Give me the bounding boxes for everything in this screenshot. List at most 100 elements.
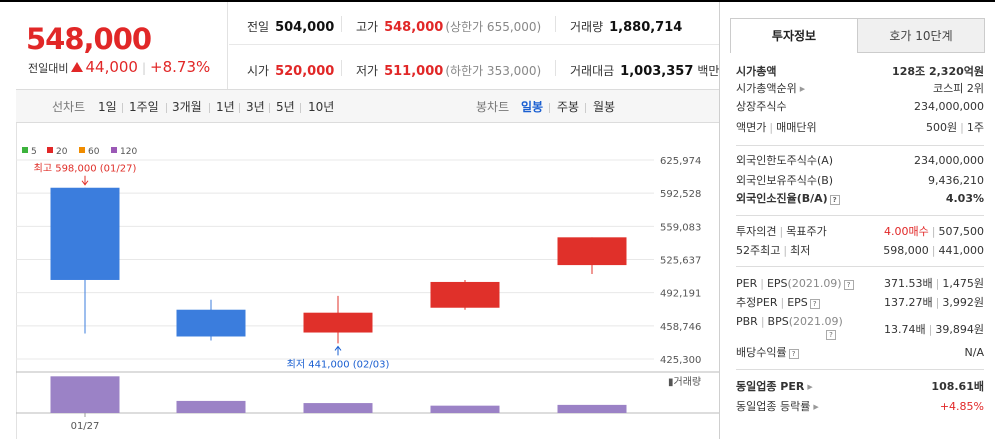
quote-trade-value: 거래대금 1,003,357 백만 bbox=[570, 64, 720, 79]
panel-tabs: 투자정보 호가 10단계 bbox=[730, 18, 985, 53]
y-tick-label: 525,637 bbox=[660, 256, 701, 267]
chart-left-border bbox=[16, 123, 17, 439]
top-border bbox=[0, 0, 995, 2]
row-foreign-limit: 외국인한도주식수(A) 234,000,000 bbox=[736, 154, 984, 167]
legend-label: 20 bbox=[56, 147, 68, 157]
row-per-eps: PER | EPS(2021.09)? 371.53배 | 1,475원 bbox=[736, 277, 984, 290]
help-icon[interactable]: ? bbox=[829, 195, 840, 205]
quote-prev-close: 전일 504,000 bbox=[247, 20, 335, 35]
candle-monthly[interactable]: 월봉 bbox=[593, 100, 616, 114]
period-1d[interactable]: 1일 bbox=[98, 100, 117, 114]
row-market-cap: 시가총액 128조 2,320억원 bbox=[736, 65, 984, 78]
quote-volume: 거래량 1,880,714 bbox=[570, 20, 683, 35]
row-52week: 52주최고 | 최저 598,000 | 441,000 bbox=[736, 244, 984, 257]
price-change: 전일대비 44,000 | +8.73% bbox=[28, 58, 210, 76]
volume-bar bbox=[176, 400, 246, 413]
divider bbox=[239, 103, 240, 113]
row-foreign-holdings: 외국인보유주식수(B) 9,436,210 bbox=[736, 174, 984, 187]
row-pbr-bps: PBR | BPS(2021.09) ? 13.74배 | 39,894원 bbox=[736, 315, 984, 340]
divider: | bbox=[141, 61, 147, 75]
period-3m[interactable]: 3개월 bbox=[172, 100, 202, 114]
volume-label: ▮거래량 bbox=[668, 376, 701, 388]
divider bbox=[736, 369, 984, 370]
current-price: 548,000 bbox=[26, 22, 152, 56]
help-icon[interactable]: ? bbox=[788, 349, 799, 359]
y-tick-label: 458,746 bbox=[660, 322, 701, 333]
divider bbox=[736, 215, 984, 216]
tab-order-book[interactable]: 호가 10단계 bbox=[857, 18, 985, 53]
high-arrow-icon bbox=[81, 175, 89, 186]
period-1w[interactable]: 1주일 bbox=[129, 100, 159, 114]
legend-swatch bbox=[79, 147, 85, 153]
legend-swatch bbox=[22, 147, 28, 153]
divider bbox=[300, 103, 301, 113]
candle-body bbox=[176, 309, 246, 337]
period-3y[interactable]: 3년 bbox=[246, 100, 265, 114]
row-listed-shares: 상장주식수 234,000,000 bbox=[736, 100, 984, 113]
help-icon[interactable]: ? bbox=[843, 280, 854, 290]
divider bbox=[736, 266, 984, 267]
high-annotation: 최고 598,000 (01/27) bbox=[34, 163, 137, 175]
divider bbox=[122, 103, 123, 113]
help-icon[interactable]: ? bbox=[809, 299, 820, 309]
row-foreign-ratio: 외국인소진율(B/A)? 4.03% bbox=[736, 192, 984, 205]
tab-investment-info[interactable]: 투자정보 bbox=[730, 18, 858, 53]
row-dividend-yield: 배당수익률? N/A bbox=[736, 346, 984, 359]
legend-label: 120 bbox=[120, 147, 137, 157]
row-market-cap-rank[interactable]: 시가총액순위 ▶ 코스피 2위 bbox=[736, 80, 984, 98]
divider bbox=[341, 16, 342, 32]
current-price-box: 548,000 전일대비 44,000 | +8.73% bbox=[16, 2, 228, 89]
legend-swatch bbox=[47, 147, 53, 153]
volume-bar bbox=[303, 403, 373, 413]
divider bbox=[269, 103, 270, 113]
investment-info-panel: 투자정보 호가 10단계 시가총액 128조 2,320억원 시가총액순위 ▶ 코… bbox=[720, 2, 995, 439]
y-tick-label: 592,528 bbox=[660, 189, 701, 200]
panel-divider bbox=[719, 2, 720, 439]
change-label: 전일대비 bbox=[28, 62, 69, 75]
row-opinion: 투자의견 | 목표주가 4.00매수 | 507,500 bbox=[736, 225, 984, 238]
line-chart-caption: 선차트 bbox=[52, 100, 86, 114]
y-tick-label: 492,191 bbox=[660, 289, 701, 300]
period-10y[interactable]: 10년 bbox=[308, 100, 335, 114]
quote-open: 시가 520,000 bbox=[247, 64, 335, 79]
quote-high: 고가 548,000 (상한가 655,000) bbox=[356, 20, 542, 35]
quote-low: 저가 511,000 (하한가 353,000) bbox=[356, 64, 542, 79]
period-bar: 선차트 1일 1주일 3개월 1년 3년 5년 10년 봉차트 일봉 주봉 월봉 bbox=[16, 89, 720, 123]
candle-body bbox=[50, 187, 120, 280]
row-sector-per[interactable]: 동일업종 PER ▶ 108.61배 bbox=[736, 378, 984, 396]
candle-body bbox=[430, 281, 500, 308]
divider bbox=[585, 103, 586, 113]
change-amount: 44,000 bbox=[85, 58, 138, 76]
row-est-per: 추정PER | EPS? 137.27배 | 3,992원 bbox=[736, 296, 984, 309]
legend-label: 60 bbox=[88, 147, 100, 157]
quote-row-1: 전일 504,000 고가 548,000 (상한가 655,000) 거래량 1,88… bbox=[229, 2, 719, 45]
low-arrow-icon bbox=[334, 345, 342, 356]
legend-label: 5 bbox=[31, 147, 37, 157]
y-tick-label: 625,974 bbox=[660, 156, 701, 167]
divider bbox=[166, 103, 167, 113]
help-icon[interactable]: ? bbox=[826, 330, 836, 340]
candle-chart-caption: 봉차트 bbox=[476, 100, 510, 114]
caret-right-icon: ▶ bbox=[799, 85, 806, 93]
y-tick-label: 559,083 bbox=[660, 222, 701, 233]
candle-body bbox=[557, 237, 627, 266]
candle-daily[interactable]: 일봉 bbox=[521, 100, 544, 114]
y-tick-label: 425,300 bbox=[660, 355, 701, 366]
divider bbox=[341, 60, 342, 76]
divider bbox=[549, 103, 550, 113]
candle-weekly[interactable]: 주봉 bbox=[557, 100, 580, 114]
volume-bar bbox=[430, 405, 500, 413]
row-par-value: 액면가 | 매매단위 500원 | 1주 bbox=[736, 121, 984, 134]
caret-right-icon: ▶ bbox=[807, 383, 813, 391]
quote-row-2: 시가 520,000 저가 511,000 (하한가 353,000) 거래대금 1,0… bbox=[229, 46, 719, 89]
low-annotation: 최저 441,000 (02/03) bbox=[287, 358, 390, 370]
legend-swatch bbox=[111, 147, 117, 153]
x-tick-label: 01/27 bbox=[71, 421, 100, 432]
up-arrow-icon bbox=[71, 62, 84, 72]
period-5y[interactable]: 5년 bbox=[276, 100, 295, 114]
change-percent: +8.73% bbox=[150, 58, 211, 76]
divider bbox=[555, 60, 556, 76]
divider bbox=[209, 103, 210, 113]
period-1y[interactable]: 1년 bbox=[216, 100, 235, 114]
row-sector-change[interactable]: 동일업종 등락률 ▶ +4.85% bbox=[736, 398, 984, 416]
